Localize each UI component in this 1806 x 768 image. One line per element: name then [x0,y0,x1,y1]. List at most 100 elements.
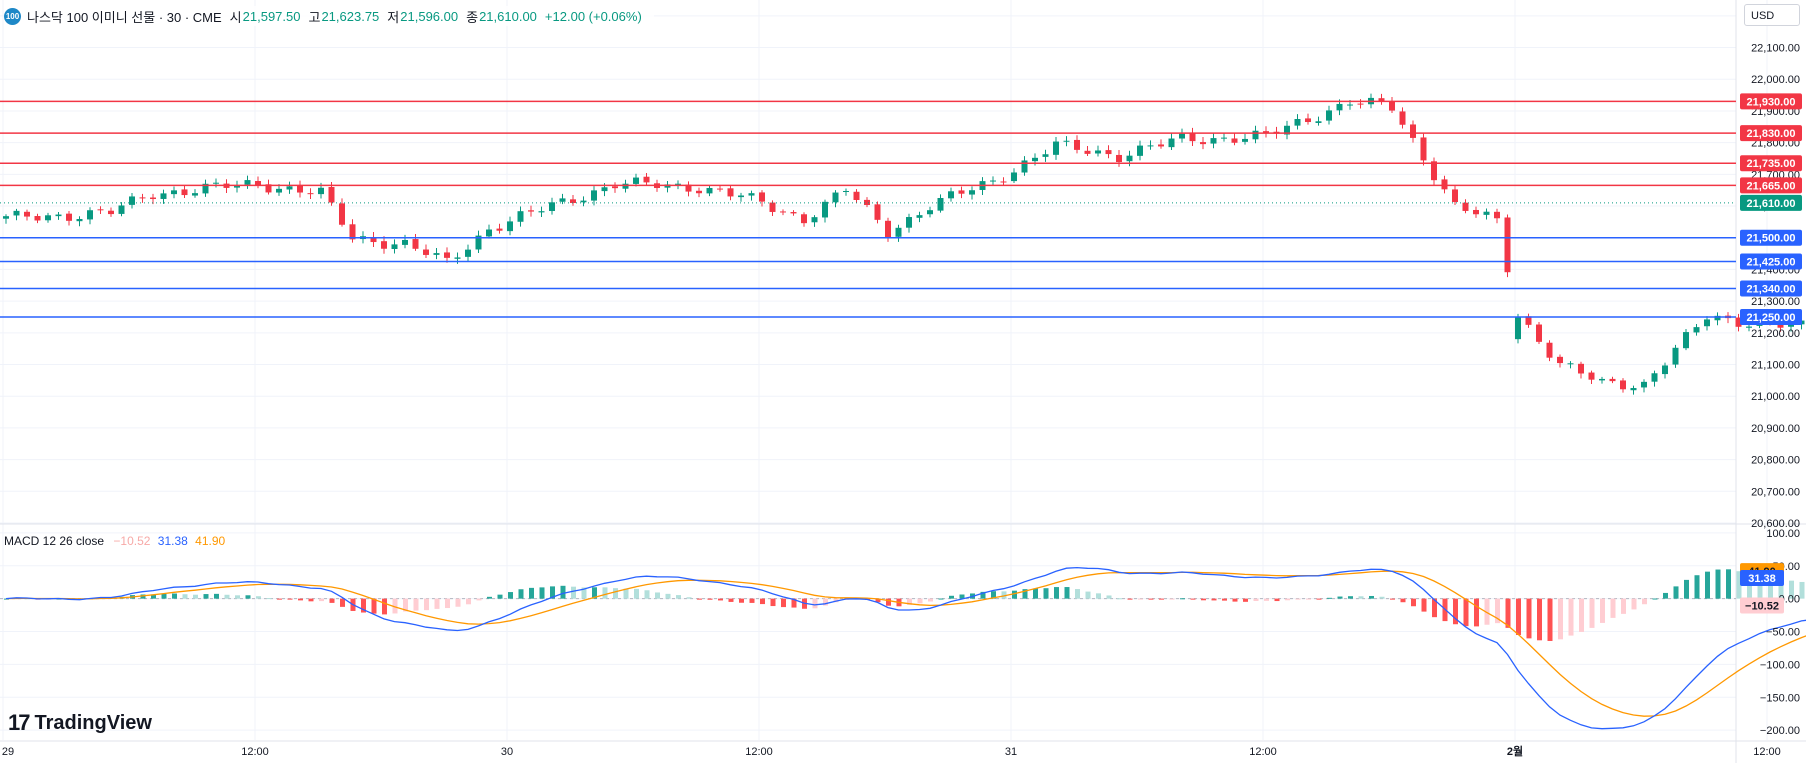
candle [864,197,870,208]
candle-body [549,202,555,211]
macd-histogram-bar [1768,576,1773,599]
low-value: 21,596.00 [400,8,459,24]
macd-histogram-bar [823,598,828,606]
macd-histogram-bar [634,588,639,599]
macd-histogram-bar [1033,588,1038,599]
macd-histogram-bar [508,592,513,599]
macd-histogram-bar [1316,598,1322,600]
candle [13,208,20,221]
macd-histogram-bar [1159,598,1164,600]
macd-histogram-bar [697,598,702,600]
level-price-tag [1740,280,1802,297]
candle-body [874,204,881,220]
candle-body [286,186,293,190]
candle [1357,99,1364,109]
macd-histogram-bar [1568,598,1574,636]
candle-body [580,200,587,203]
candle-body [1431,161,1437,181]
candle [1042,149,1049,162]
tradingview-logo-icon: 17 [8,710,31,735]
macd-histogram-bar [287,598,293,600]
candle [1704,316,1710,331]
candle [1578,361,1584,379]
macd-histogram-bar [413,598,419,611]
candle [549,197,555,215]
candle [1735,313,1742,332]
candle-body [748,193,755,196]
symbol-icon: 100 [4,7,21,25]
macd-histogram-bar [1579,598,1584,632]
macd-histogram-bar [1505,598,1511,628]
macd-title[interactable]: MACD 12 26 close [4,534,105,548]
last-price-label: 21,610.00 [1747,198,1796,210]
candle-body [381,241,387,249]
candle [1105,145,1112,159]
candle [255,176,261,189]
macd-histogram-bar [1726,569,1731,599]
macd-histogram-bar [1064,587,1070,599]
macd-histogram-bar [1075,589,1080,599]
candle-body [1137,145,1143,156]
candle-body [139,197,146,199]
candle-body [769,202,776,212]
macd-histogram-bar [1022,589,1028,599]
time-tick-label: 12:00 [1753,746,1781,758]
candle [192,189,198,198]
level-price-tag [1740,253,1802,270]
macd-histogram-bar [445,598,450,609]
candle-body [1777,323,1784,328]
macd-histogram-bar [1148,598,1154,600]
candle-body [496,228,503,231]
candle [1714,312,1721,326]
symbol-title[interactable]: 나스닥 100 이미니 선물 · 30 · CME [27,9,222,25]
candle [1609,376,1616,384]
candle [307,188,314,199]
candle [1515,313,1521,344]
candle [1494,208,1500,224]
macd-histogram-bar [1673,586,1679,599]
candle-body [1074,139,1080,150]
candle [1599,376,1605,384]
candle [1284,120,1290,140]
candle-body [1336,103,1343,111]
candle [685,181,692,197]
candle-body [717,188,723,190]
tradingview-logo[interactable]: 17 TradingView [8,710,152,736]
macd-histogram-bar [277,598,282,600]
candle-body [780,211,786,213]
candle [1620,378,1626,393]
candle [706,184,713,197]
candle-body [76,219,83,222]
macd-histogram-bar [1222,598,1227,601]
macd-histogram-bar [938,598,944,600]
candle-body [927,210,933,215]
candle [1452,185,1458,205]
candle [1431,157,1437,186]
candle-body [1410,124,1416,138]
candle-body [1042,154,1049,157]
time-tick-label: 12:00 [745,746,773,758]
candle [45,212,51,223]
macd-histogram-bar [340,598,345,607]
candle [664,180,671,193]
candle [1189,127,1196,147]
candle-body [958,190,965,194]
candle-body [1305,118,1311,123]
macd-histogram-bar [707,598,713,600]
macd-histogram-bar [1474,598,1479,627]
close-label: 종 [466,9,479,25]
candle-body [1053,141,1059,155]
candle-body [181,189,188,196]
candle-body [1588,372,1595,380]
macd-histogram-bar [1211,598,1217,601]
macd-histogram-value: −10.52 [113,534,151,548]
candle [1053,136,1059,160]
macd-histogram-bar [728,598,734,602]
candle-body [937,198,944,211]
currency-selector[interactable]: USD [1744,4,1800,26]
candle-body [1704,319,1710,327]
candle-body [1000,181,1007,183]
candle [1021,156,1028,176]
